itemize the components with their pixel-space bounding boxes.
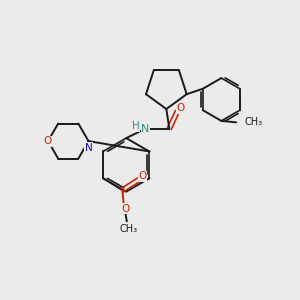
- Text: O: O: [121, 204, 130, 214]
- Text: O: O: [138, 171, 146, 181]
- Text: N: N: [141, 124, 150, 134]
- Text: O: O: [177, 103, 185, 113]
- Text: N: N: [85, 142, 92, 153]
- Text: O: O: [43, 136, 52, 146]
- Text: CH₃: CH₃: [244, 117, 262, 128]
- Text: CH₃: CH₃: [119, 224, 137, 234]
- Text: H: H: [132, 121, 140, 131]
